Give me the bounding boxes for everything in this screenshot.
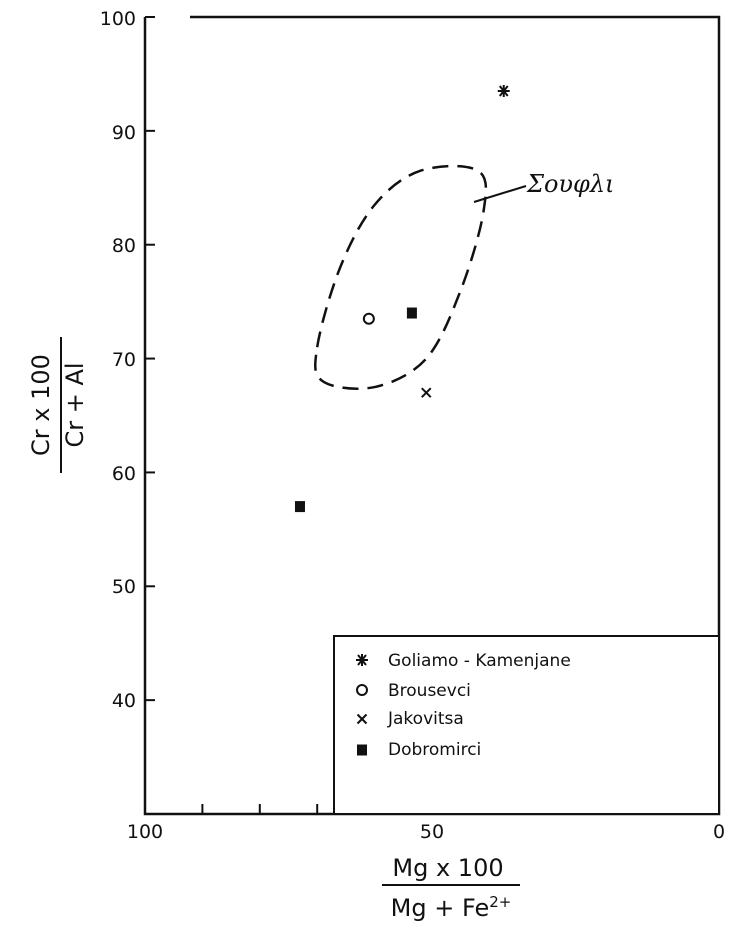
data-point-circle-1-0 <box>362 312 375 325</box>
y-tick-label-60: 60 <box>112 463 136 485</box>
soufli-field-outline <box>313 164 488 390</box>
legend-markers <box>356 654 368 756</box>
y-tick-label-40: 40 <box>112 690 136 712</box>
data-point-x-2-0 <box>421 387 432 398</box>
data-point-square-3-0 <box>406 307 417 319</box>
y-tick-label-100: 100 <box>100 8 136 30</box>
legend-label-brousevci: Brousevci <box>388 681 471 701</box>
soufli-leader-line <box>473 185 527 203</box>
x-axis-label-numerator: Mg x 100 <box>392 854 503 882</box>
legend-box <box>333 635 720 815</box>
x-tick-label-0: 0 <box>713 821 725 843</box>
legend-marker-asterisk <box>356 654 368 666</box>
soufli-label: Σουφλι <box>526 170 614 198</box>
x-tick-label-100: 100 <box>127 821 163 843</box>
soufli-field <box>313 164 488 390</box>
data-point-square-3-1 <box>294 501 305 513</box>
legend-label-dobromirci: Dobromirci <box>388 740 481 760</box>
data-point-asterisk-0-0 <box>497 85 510 98</box>
soufli-annotation: Σουφλι <box>473 170 614 203</box>
y-axis-label: Cr x 100 Cr + Al <box>27 337 89 473</box>
legend-marker-square <box>357 744 367 756</box>
y-tick-label-80: 80 <box>112 235 136 257</box>
y-axis-label-numerator: Cr x 100 <box>27 354 55 456</box>
legend-marker-circle <box>356 684 368 696</box>
y-axis-label-denominator: Cr + Al <box>61 362 89 447</box>
y-tick-label-90: 90 <box>112 122 136 144</box>
legend-label-jakovitsa: Jakovitsa <box>387 709 464 729</box>
y-tick-label-70: 70 <box>112 349 136 371</box>
x-axis-label: Mg x 100 Mg + Fe2+ <box>382 854 520 922</box>
legend: Goliamo - Kamenjane Brousevci Jakovitsa … <box>333 635 720 815</box>
data-points <box>294 85 510 513</box>
x-axis-label-denominator: Mg + Fe2+ <box>391 893 512 922</box>
legend-label-goliamo: Goliamo - Kamenjane <box>388 651 571 671</box>
tick-labels: 100 90 80 70 60 50 40 100 50 0 <box>100 8 725 843</box>
legend-marker-x <box>356 713 368 725</box>
x-tick-label-50: 50 <box>420 821 444 843</box>
y-tick-label-50: 50 <box>112 576 136 598</box>
